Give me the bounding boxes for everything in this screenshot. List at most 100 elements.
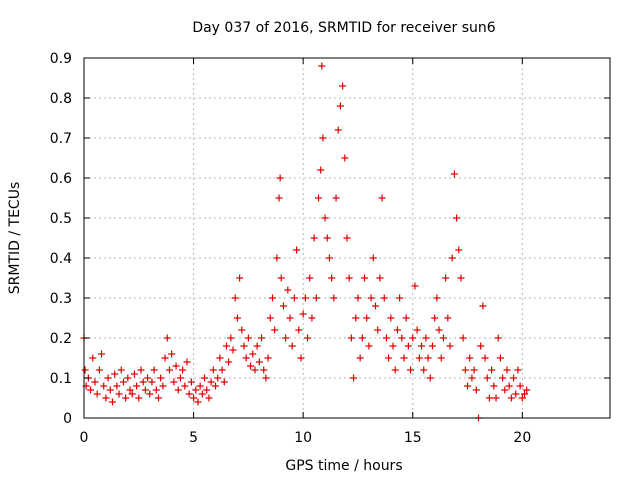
data-point: [398, 334, 406, 342]
data-point: [343, 234, 351, 242]
data-point: [148, 378, 156, 386]
data-point: [336, 102, 344, 110]
data-point: [330, 294, 338, 302]
data-point: [433, 294, 441, 302]
data-point: [130, 370, 138, 378]
data-point: [155, 394, 163, 402]
data-point: [299, 310, 307, 318]
data-point: [328, 274, 336, 282]
data-point: [507, 394, 515, 402]
data-point: [382, 334, 390, 342]
data-point: [400, 354, 408, 362]
y-tick-label: 0.9: [50, 51, 72, 67]
data-point: [389, 342, 397, 350]
data-point: [420, 366, 428, 374]
data-point: [207, 378, 215, 386]
data-point: [231, 294, 239, 302]
data-point: [139, 378, 147, 386]
data-point: [288, 342, 296, 350]
data-point: [100, 382, 108, 390]
data-point: [264, 354, 272, 362]
data-point: [470, 366, 478, 374]
data-point: [205, 394, 213, 402]
data-point: [98, 350, 106, 358]
data-point: [279, 302, 287, 310]
plot-frame: [83, 57, 611, 419]
data-point: [448, 254, 456, 262]
data-point: [361, 274, 369, 282]
data-point: [304, 334, 312, 342]
data-point: [367, 294, 375, 302]
data-point: [318, 62, 326, 70]
data-point: [293, 246, 301, 254]
data-point: [183, 358, 191, 366]
data-point: [111, 370, 119, 378]
data-point: [428, 342, 436, 350]
data-point: [242, 354, 250, 362]
data-point: [106, 386, 114, 394]
data-point: [435, 326, 443, 334]
data-point: [297, 354, 305, 362]
data-point: [194, 398, 202, 406]
data-point: [483, 374, 491, 382]
data-point: [137, 366, 145, 374]
y-tick-label: 0.2: [50, 331, 72, 347]
data-point: [466, 354, 474, 362]
x-tick-label: 10: [294, 430, 312, 446]
data-point: [233, 314, 241, 322]
data-point: [117, 366, 125, 374]
data-point: [198, 390, 206, 398]
data-point: [464, 382, 472, 390]
data-point: [439, 334, 447, 342]
data-point: [286, 314, 294, 322]
data-point: [282, 334, 290, 342]
data-point: [472, 386, 480, 394]
data-point: [227, 334, 235, 342]
data-point: [141, 386, 149, 394]
data-point: [273, 254, 281, 262]
data-point: [276, 174, 284, 182]
data-point: [253, 342, 261, 350]
data-point: [523, 386, 531, 394]
data-point: [216, 354, 224, 362]
data-point: [196, 382, 204, 390]
data-point: [437, 354, 445, 362]
data-point: [407, 366, 415, 374]
data-point: [404, 342, 412, 350]
data-points: [80, 62, 531, 422]
data-point: [220, 378, 228, 386]
data-point: [277, 274, 285, 282]
x-axis-title: GPS time / hours: [285, 458, 402, 474]
data-point: [352, 314, 360, 322]
data-point: [426, 374, 434, 382]
data-point: [354, 294, 362, 302]
data-point: [93, 390, 101, 398]
x-tick-label: 5: [189, 430, 198, 446]
data-point: [450, 170, 458, 178]
data-point: [490, 382, 498, 390]
chart-title: Day 037 of 2016, SRMTID for receiver sun…: [192, 20, 495, 36]
data-point: [308, 314, 316, 322]
data-point: [516, 382, 524, 390]
data-point: [161, 354, 169, 362]
y-tick-label: 0.8: [50, 91, 72, 107]
y-tick-label: 0: [63, 411, 72, 427]
data-point: [411, 282, 419, 290]
data-point: [512, 390, 520, 398]
data-point: [301, 294, 309, 302]
data-point: [255, 358, 263, 366]
data-point: [238, 326, 246, 334]
data-point: [266, 314, 274, 322]
data-point: [212, 382, 219, 390]
data-point: [312, 294, 320, 302]
data-point: [192, 386, 200, 394]
data-point: [81, 366, 89, 374]
data-point: [214, 374, 222, 382]
data-point: [387, 314, 395, 322]
data-point: [339, 82, 347, 90]
data-point: [356, 354, 364, 362]
data-point: [341, 154, 349, 162]
data-point: [518, 394, 526, 402]
